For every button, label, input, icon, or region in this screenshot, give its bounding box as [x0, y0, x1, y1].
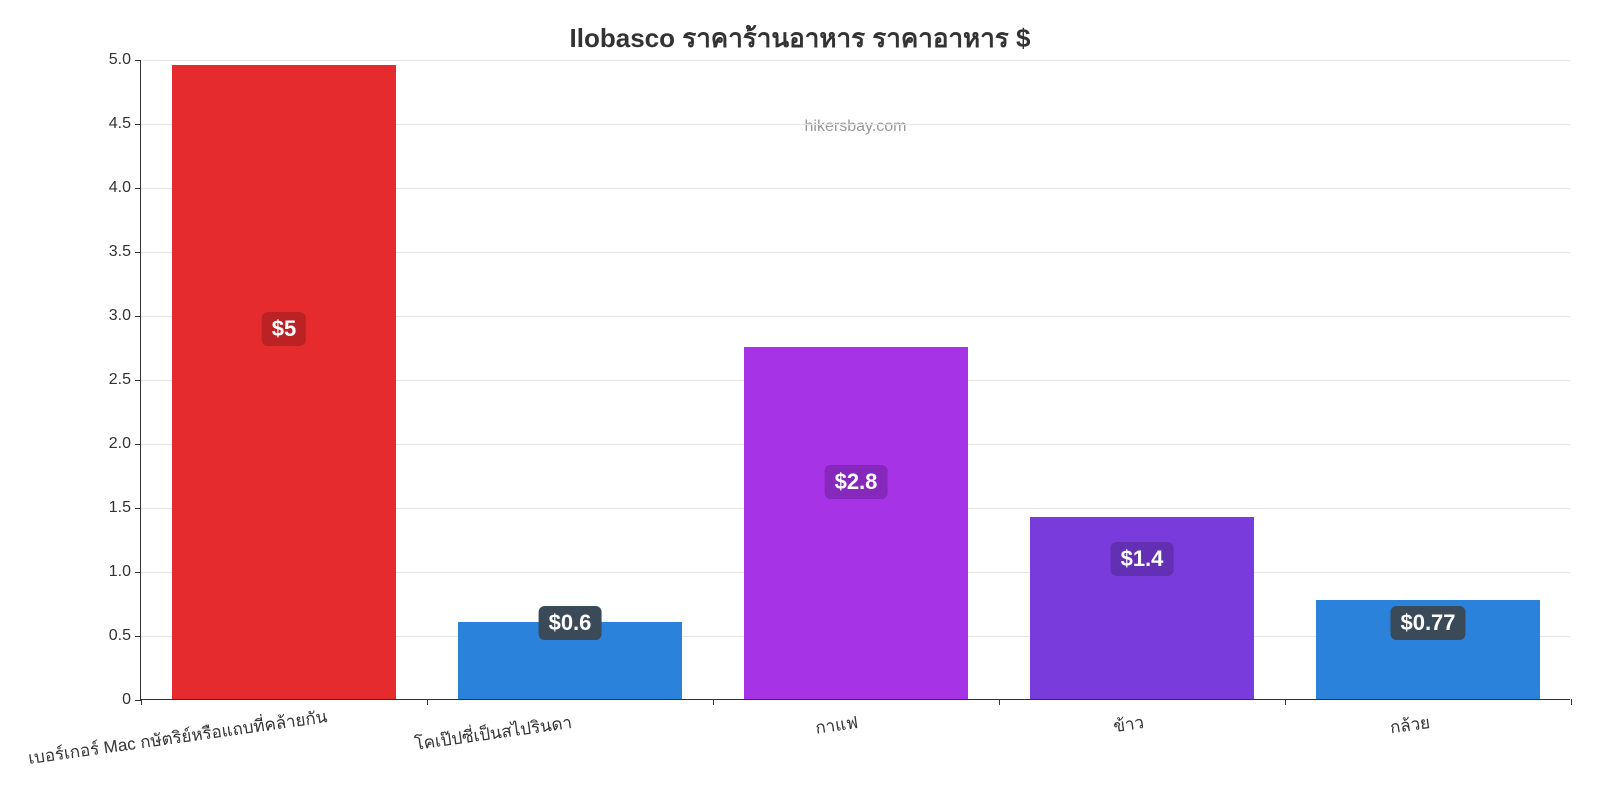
x-tick-mark — [141, 699, 142, 705]
attribution-text: hikersbay.com — [805, 118, 907, 136]
bar-value-label: $2.8 — [825, 465, 888, 499]
y-tick-label: 2.0 — [109, 435, 141, 453]
y-tick-label: 0 — [122, 691, 141, 709]
y-tick-label: 4.5 — [109, 115, 141, 133]
y-tick-label: 4.0 — [109, 179, 141, 197]
x-category-label: เบอร์เกอร์ Mac กษัตริย์หรือแถบที่คล้ายกั… — [27, 709, 288, 772]
price-bar-chart: Ilobasco ราคาร้านอาหาร ราคาอาหาร $ hiker… — [0, 0, 1600, 800]
y-tick-label: 3.5 — [109, 243, 141, 261]
bar — [172, 65, 395, 699]
x-category-label: ข้าว — [885, 709, 1146, 772]
y-tick-label: 1.0 — [109, 563, 141, 581]
y-tick-label: 1.5 — [109, 499, 141, 517]
bar — [744, 347, 967, 699]
x-tick-mark — [1571, 699, 1572, 705]
chart-title: Ilobasco ราคาร้านอาหาร ราคาอาหาร $ — [0, 18, 1600, 59]
x-tick-mark — [999, 699, 1000, 705]
y-tick-label: 5.0 — [109, 51, 141, 69]
plot-area: hikersbay.com 00.51.01.52.02.53.03.54.04… — [140, 60, 1570, 700]
x-category-label: กาแฟ — [599, 709, 860, 772]
y-tick-label: 3.0 — [109, 307, 141, 325]
bar-value-label: $0.6 — [539, 606, 602, 640]
gridline — [141, 60, 1570, 61]
bar-value-label: $1.4 — [1111, 542, 1174, 576]
y-tick-label: 0.5 — [109, 627, 141, 645]
bar-value-label: $5 — [262, 312, 306, 346]
bar-value-label: $0.77 — [1390, 606, 1465, 640]
y-tick-label: 2.5 — [109, 371, 141, 389]
x-category-label: โคเป๊ปซี่เป็นสไปรินดา — [313, 709, 574, 772]
x-tick-mark — [713, 699, 714, 705]
x-tick-mark — [427, 699, 428, 705]
x-category-label: กล้วย — [1171, 709, 1432, 772]
x-tick-mark — [1285, 699, 1286, 705]
